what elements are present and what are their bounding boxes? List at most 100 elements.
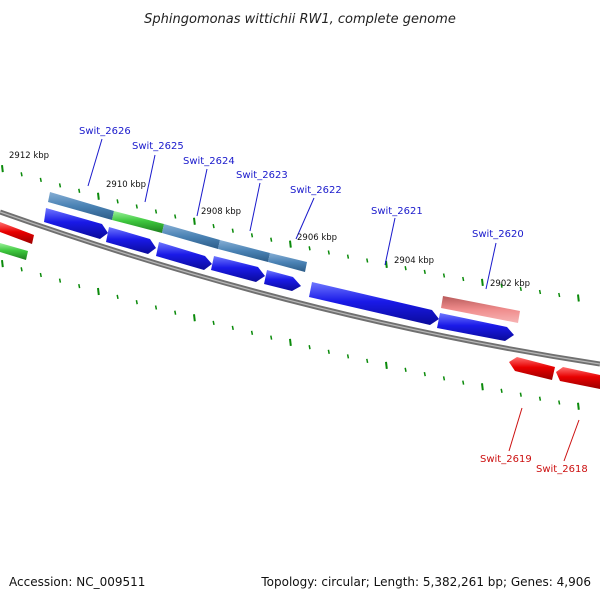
gene-label-swit-2618[interactable]: Swit_2618	[536, 464, 588, 475]
cog-bar-swit-2620[interactable]	[441, 296, 520, 323]
tick-minor	[558, 400, 561, 405]
gene-arrow-fragment-left-red[interactable]	[0, 222, 34, 244]
tick-minor	[404, 367, 407, 372]
tick-minor	[174, 310, 177, 315]
cog-bar-swit-2622[interactable]	[268, 253, 307, 272]
tick-minor	[78, 188, 81, 193]
gene-arrow-swit-2625[interactable]	[106, 227, 156, 254]
gene-label-swit-2621[interactable]: Swit_2621	[371, 206, 423, 217]
tick-minor	[58, 183, 62, 188]
tick-major	[385, 361, 388, 370]
tick-minor	[308, 246, 311, 251]
tick-minor	[519, 286, 522, 292]
tick-major	[193, 217, 196, 225]
tick-major	[1, 259, 4, 268]
tick-minor	[231, 228, 234, 233]
gene-arrow-swit-2622[interactable]	[264, 270, 301, 291]
gene-arrow-swit-2621[interactable]	[309, 282, 439, 325]
gene-label-swit-2626[interactable]: Swit_2626	[79, 126, 131, 137]
map-title: Sphingomonas wittichii RW1, complete gen…	[144, 12, 456, 27]
gene-arrow-swit-2619[interactable]	[509, 357, 555, 380]
tick-major	[97, 287, 100, 296]
cog-bar-swit-2626[interactable]	[48, 192, 114, 220]
tick-minor	[116, 199, 119, 204]
gene-arrow-swit-2624[interactable]	[156, 242, 212, 270]
cog-bar-swit-2624[interactable]	[162, 224, 220, 249]
cog-bar-swit-2625[interactable]	[112, 211, 164, 233]
tick-minor	[39, 177, 42, 183]
tick-minor	[423, 269, 426, 275]
tick-major	[1, 164, 4, 173]
tick-minor	[250, 330, 254, 335]
tick-minor	[78, 283, 81, 289]
inner-tick-ring	[1, 259, 580, 410]
tick-minor	[116, 294, 119, 300]
leader-swit-2621	[384, 217, 396, 266]
tick-minor	[500, 388, 503, 393]
tick-minor	[212, 223, 215, 229]
gene-arrow-fragment-left-green[interactable]	[0, 243, 28, 260]
tick-minor	[20, 267, 23, 272]
tick-minor	[366, 258, 369, 263]
outer-tick-ring	[1, 164, 580, 302]
gene-label-swit-2619[interactable]: Swit_2619	[480, 454, 532, 465]
tick-major	[289, 338, 292, 347]
tick-major	[481, 383, 484, 391]
tick-minor	[519, 392, 522, 397]
tick-minor	[442, 376, 446, 381]
gene-label-swit-2620[interactable]: Swit_2620	[472, 229, 524, 240]
gene-arrow-swit-2623[interactable]	[211, 256, 265, 282]
tick-minor	[135, 300, 138, 305]
tick-minor	[462, 380, 465, 385]
genome-stats-text: Topology: circular; Length: 5,382,261 bp…	[260, 575, 591, 589]
leader-swit-2623	[249, 182, 261, 232]
tick-minor	[442, 273, 446, 278]
tick-minor	[538, 289, 542, 295]
tick-minor	[308, 345, 311, 350]
tick-label-2910: 2910 kbp	[106, 180, 146, 190]
tick-minor	[20, 172, 23, 177]
gene-labels: Swit_2626 Swit_2625 Swit_2624 Swit_2623 …	[79, 126, 588, 475]
accession-text: Accession: NC_009511	[9, 575, 145, 589]
tick-minor	[270, 237, 273, 242]
gene-label-swit-2622[interactable]: Swit_2622	[290, 185, 342, 196]
tick-minor	[346, 354, 350, 359]
tick-minor	[538, 396, 542, 401]
gene-label-swit-2625[interactable]: Swit_2625	[132, 141, 184, 152]
gene-label-swit-2624[interactable]: Swit_2624	[183, 156, 235, 167]
leader-swit-2619	[508, 407, 523, 452]
tick-major	[577, 402, 580, 410]
tick-labels: 2912 kbp 2910 kbp 2908 kbp 2906 kbp 2904…	[9, 151, 530, 289]
gene-arrow-swit-2626[interactable]	[44, 208, 108, 239]
tick-major	[481, 278, 484, 287]
tick-minor	[154, 209, 158, 214]
tick-minor	[404, 266, 407, 271]
tick-minor	[346, 254, 350, 259]
tick-minor	[154, 305, 158, 310]
label-leaders	[87, 138, 580, 462]
tick-major	[97, 192, 100, 200]
tick-major	[577, 294, 580, 302]
tick-label-2908: 2908 kbp	[201, 207, 241, 217]
tick-minor	[39, 272, 42, 278]
tick-minor	[462, 276, 465, 282]
tick-minor	[174, 214, 177, 219]
tick-label-2906: 2906 kbp	[297, 233, 337, 243]
tick-minor	[135, 204, 138, 209]
tick-label-2904: 2904 kbp	[394, 256, 434, 266]
gene-arrow-swit-2618[interactable]	[556, 367, 600, 389]
tick-minor	[270, 335, 273, 340]
gene-label-swit-2623[interactable]: Swit_2623	[236, 170, 288, 181]
genome-backbone-highlight	[0, 211, 600, 365]
tick-minor	[250, 233, 254, 238]
tick-label-2912: 2912 kbp	[9, 151, 49, 161]
cog-bar-swit-2623[interactable]	[218, 240, 270, 262]
tick-minor	[327, 250, 330, 255]
gene-track	[0, 192, 600, 389]
gene-arrow-swit-2620[interactable]	[437, 313, 514, 341]
tick-minor	[58, 278, 62, 283]
leader-swit-2620	[485, 242, 497, 290]
tick-major	[193, 314, 196, 322]
tick-minor	[558, 292, 561, 298]
